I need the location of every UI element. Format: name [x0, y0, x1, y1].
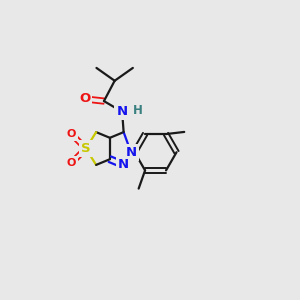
Text: N: N [118, 158, 129, 171]
Text: O: O [66, 128, 76, 139]
Text: S: S [81, 142, 91, 155]
Text: O: O [79, 92, 90, 106]
Text: N: N [117, 105, 128, 118]
Text: N: N [125, 146, 136, 159]
Text: H: H [133, 104, 142, 117]
Text: O: O [66, 158, 76, 169]
